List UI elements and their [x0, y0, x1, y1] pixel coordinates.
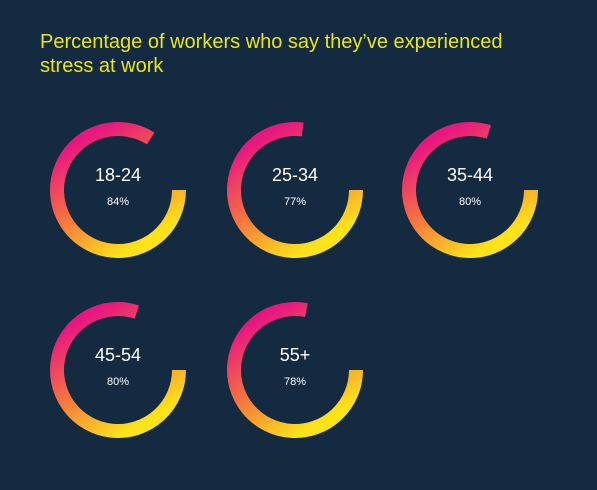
category-label: 35-44	[447, 165, 493, 185]
value-label: 80%	[107, 376, 129, 388]
value-label: 84%	[107, 196, 129, 208]
chart-title: Percentage of workers who say they’ve ex…	[40, 31, 503, 77]
ring	[402, 122, 538, 258]
category-label: 55+	[280, 345, 311, 365]
ring	[227, 122, 363, 258]
ring	[227, 302, 363, 438]
value-label: 77%	[284, 196, 306, 208]
ring	[50, 302, 186, 438]
value-label: 78%	[284, 376, 306, 388]
category-label: 18-24	[95, 165, 141, 185]
category-label: 45-54	[95, 345, 141, 365]
category-label: 25-34	[272, 165, 318, 185]
ring	[50, 122, 186, 258]
value-label: 80%	[459, 196, 481, 208]
